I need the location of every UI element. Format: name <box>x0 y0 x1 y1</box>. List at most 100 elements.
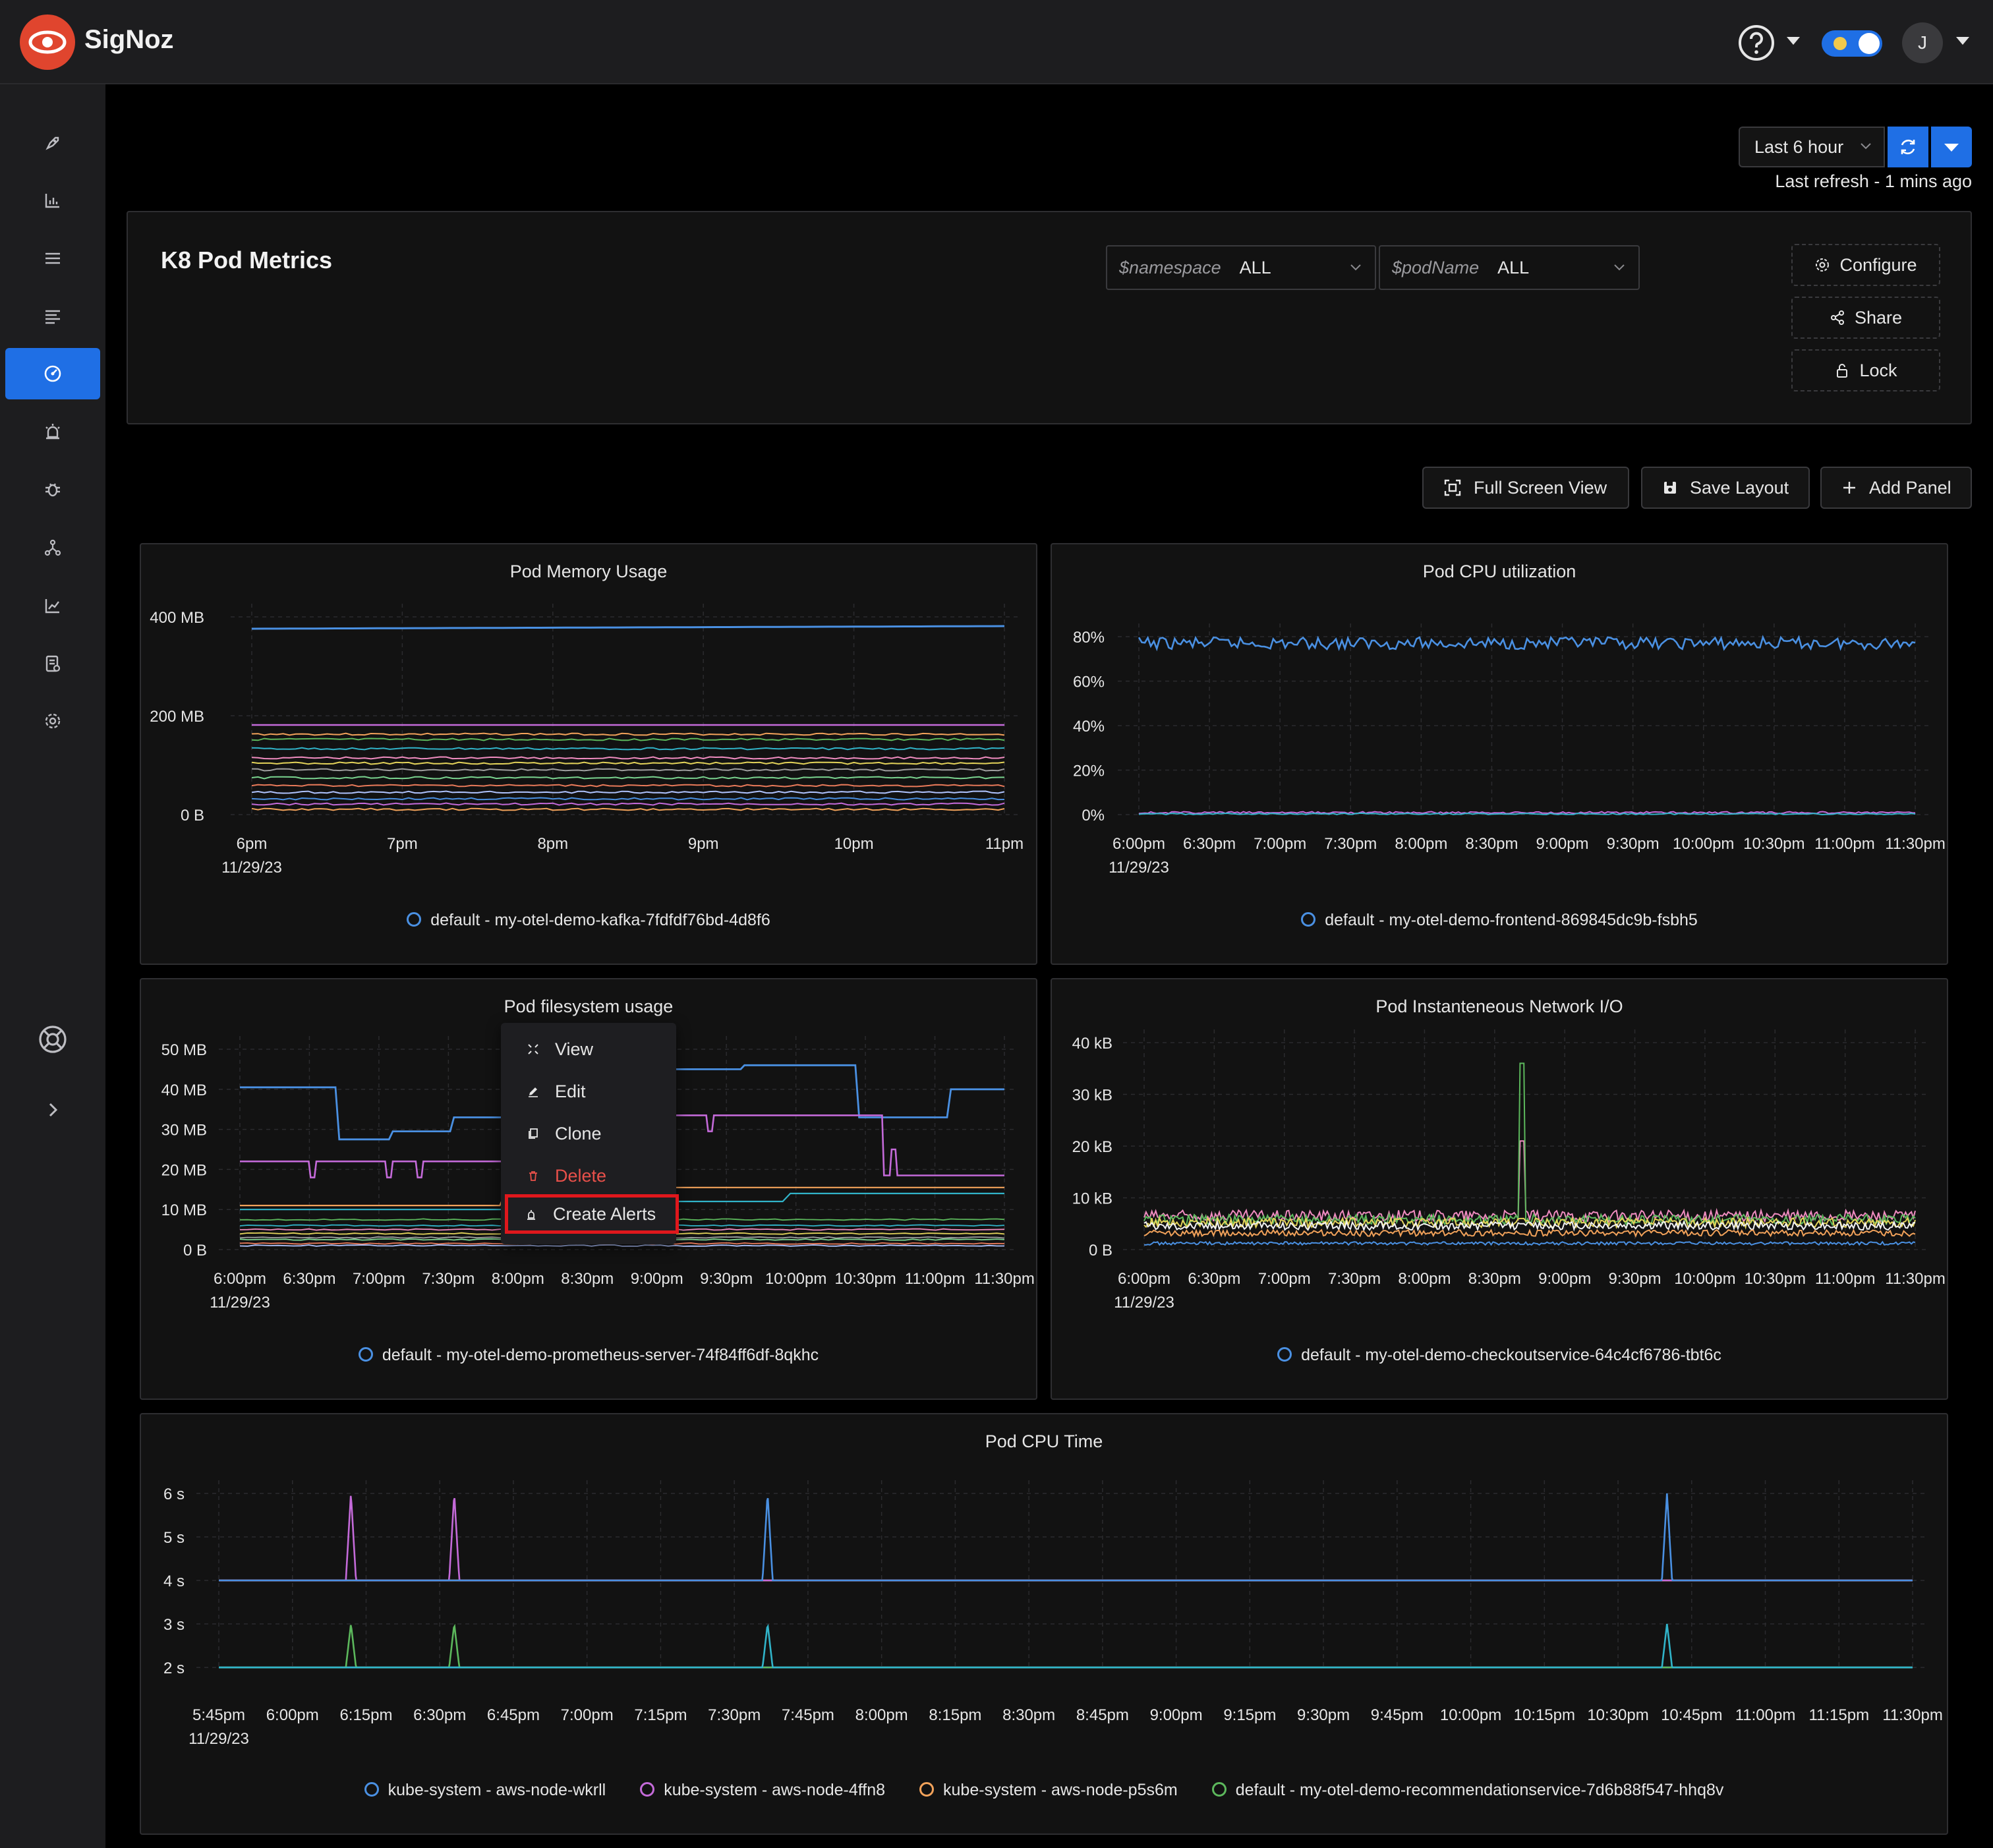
legend-item[interactable]: kube-system - aws-node-wkrll <box>364 1781 606 1800</box>
support-icon <box>39 1025 67 1053</box>
series-line <box>219 1623 1913 1669</box>
theme-toggle[interactable] <box>1822 30 1882 57</box>
legend-marker-icon <box>407 912 422 927</box>
y-tick-label: 80% <box>1073 629 1105 647</box>
refresh-interval-dropdown[interactable] <box>1931 127 1972 167</box>
panel-pod-cpu-utilization[interactable]: Pod CPU utilization 80% 60% 40% 20% 0% 6:00pm… <box>1051 543 1948 965</box>
y-tick-label: 30 kB <box>1072 1087 1112 1105</box>
legend-item[interactable]: default - my-otel-demo-frontend-869845dc… <box>1301 911 1698 930</box>
chart-canvas[interactable]: 6 s 5 s 4 s 3 s 2 s 5:45pm 6:00pm 6:15pm 6:30pm 6… <box>141 1414 1950 1836</box>
legend-item[interactable]: kube-system - aws-node-4ffn8 <box>640 1781 885 1800</box>
x-tick-label: 5:45pm <box>192 1706 245 1724</box>
menu-item-create-alerts[interactable]: Create Alerts <box>505 1194 679 1234</box>
x-tick-label: 6:00pm <box>214 1270 266 1288</box>
x-tick-label: 10:45pm <box>1661 1706 1722 1724</box>
series-line <box>219 1493 1913 1582</box>
sidebar-item-logs[interactable] <box>5 291 100 342</box>
chart-canvas[interactable]: 40 kB 30 kB 20 kB 10 kB 0 B 6:00pm 6:30pm 7:00p… <box>1052 979 1950 1401</box>
variable-namespace-select[interactable]: $namespace ALL <box>1106 245 1376 290</box>
share-button[interactable]: Share <box>1791 297 1940 339</box>
series-line <box>219 1623 1913 1669</box>
sidebar-item-exceptions[interactable] <box>5 464 100 515</box>
legend-item[interactable]: default - my-otel-demo-recommendationser… <box>1211 1781 1723 1800</box>
help-chevron-down-icon[interactable] <box>1787 37 1800 45</box>
legend-item[interactable]: default - my-otel-demo-checkoutservice-6… <box>1277 1346 1721 1365</box>
chevron-down-icon <box>1350 264 1361 271</box>
legend-label: kube-system - aws-node-p5s6m <box>943 1781 1178 1799</box>
sidebar-item-settings[interactable] <box>5 695 100 747</box>
panel-pod-memory-usage[interactable]: Pod Memory Usage 400 MB 200 MB 0 B 6pm 7pm 8p… <box>140 543 1037 965</box>
avatar[interactable]: J <box>1902 22 1943 63</box>
sidebar-item-support[interactable] <box>5 1014 100 1065</box>
y-tick-label: 10 kB <box>1072 1190 1112 1208</box>
sidebar-item-service-map[interactable] <box>5 522 100 573</box>
legend-marker-icon <box>364 1782 379 1797</box>
user-chevron-down-icon[interactable] <box>1956 37 1969 45</box>
x-tick-label: 11:30pm <box>1885 1270 1946 1288</box>
x-tick-label: 7:00pm <box>1258 1270 1311 1288</box>
y-tick-label: 30 MB <box>161 1122 207 1140</box>
sidebar-item-alerts[interactable] <box>5 406 100 457</box>
billing-icon <box>45 655 61 672</box>
menu-item-delete[interactable]: Delete <box>507 1156 670 1196</box>
chart-canvas[interactable]: 400 MB 200 MB 0 B 6pm 7pm 8pm 9pm 10pm 11pm 11/29… <box>141 544 1039 966</box>
x-tick-label: 9:30pm <box>1607 835 1660 853</box>
menu-item-label: Clone <box>555 1124 602 1143</box>
legend-item[interactable]: default - my-otel-demo-prometheus-server… <box>358 1346 819 1365</box>
panel-pod-network-io[interactable]: Pod Instanteneous Network I/O 40 kB 30 kB… <box>1051 978 1948 1400</box>
moon-icon <box>1834 37 1847 50</box>
sidebar-collapse-toggle[interactable] <box>5 1084 100 1136</box>
x-tick-label: 6:00pm <box>1112 835 1165 853</box>
sidebar-item-dashboards[interactable] <box>5 348 100 399</box>
x-tick-label: 6:30pm <box>1188 1270 1240 1288</box>
legend-label: kube-system - aws-node-wkrll <box>388 1781 606 1799</box>
full-screen-view-button[interactable]: Full Screen View <box>1422 467 1629 509</box>
x-tick-label: 8:30pm <box>1468 1270 1521 1288</box>
legend-item[interactable]: kube-system - aws-node-p5s6m <box>919 1781 1178 1800</box>
chevron-down-icon <box>1614 264 1625 271</box>
time-range-select[interactable]: Last 6 hour <box>1739 127 1885 167</box>
save-layout-button[interactable]: Save Layout <box>1641 467 1810 509</box>
expand-icon <box>528 1044 538 1054</box>
sidebar-item-billing[interactable] <box>5 638 100 689</box>
sidebar-item-services[interactable] <box>5 175 100 226</box>
y-tick-label: 4 s <box>163 1573 185 1590</box>
lock-button[interactable]: Lock <box>1791 349 1940 391</box>
x-tick-label: 9:30pm <box>1609 1270 1661 1288</box>
x-tick-label: 7:00pm <box>561 1706 614 1724</box>
x-tick-label: 8:00pm <box>1395 835 1447 853</box>
x-tick-label: 10:30pm <box>1743 835 1805 853</box>
signoz-logo[interactable] <box>20 14 75 70</box>
help-icon[interactable] <box>1737 24 1776 62</box>
x-tick-label: 8:00pm <box>1398 1270 1451 1288</box>
refresh-button[interactable] <box>1888 127 1928 167</box>
x-tick-label: 10:30pm <box>1745 1270 1806 1288</box>
y-tick-label: 40 MB <box>161 1082 207 1099</box>
legend-label: kube-system - aws-node-4ffn8 <box>664 1781 886 1799</box>
series-line <box>251 807 1005 811</box>
menu-item-view[interactable]: View <box>507 1029 670 1069</box>
sidebar-item-usage-explorer[interactable] <box>5 580 100 631</box>
series-line <box>251 784 1005 788</box>
y-tick-label: 60% <box>1073 674 1105 691</box>
chart-canvas[interactable]: 80% 60% 40% 20% 0% 6:00pm 6:30pm 7:00pm 7:30pm 8:… <box>1052 544 1950 966</box>
legend-item[interactable]: default - my-otel-demo-kafka-7fdfdf76bd-… <box>407 911 770 930</box>
menu-item-label: Delete <box>555 1166 607 1186</box>
menu-item-edit[interactable]: Edit <box>507 1072 670 1111</box>
x-tick-label: 11pm <box>985 835 1024 853</box>
bug-icon <box>45 483 60 497</box>
variable-name: $namespace <box>1119 258 1221 277</box>
panel-pod-cpu-time[interactable]: Pod CPU Time 6 s 5 s 4 s 3 s 2 s 5:45pm 6:00pm… <box>140 1413 1948 1835</box>
configure-button[interactable]: Configure <box>1791 244 1940 286</box>
variable-podname-select[interactable]: $podName ALL <box>1379 245 1640 290</box>
y-tick-label: 6 s <box>163 1486 185 1503</box>
add-panel-button[interactable]: Add Panel <box>1820 467 1972 509</box>
menu-item-clone[interactable]: Clone <box>507 1114 670 1153</box>
sidebar-item-traces[interactable] <box>5 233 100 284</box>
sidebar-item-get-started[interactable] <box>5 117 100 169</box>
x-tick-label: 7:30pm <box>708 1706 761 1724</box>
y-tick-label: 20 kB <box>1072 1138 1112 1156</box>
series-line <box>251 797 1005 801</box>
line-chart-icon <box>45 599 59 614</box>
x-tick-label: 11:15pm <box>1808 1706 1869 1724</box>
